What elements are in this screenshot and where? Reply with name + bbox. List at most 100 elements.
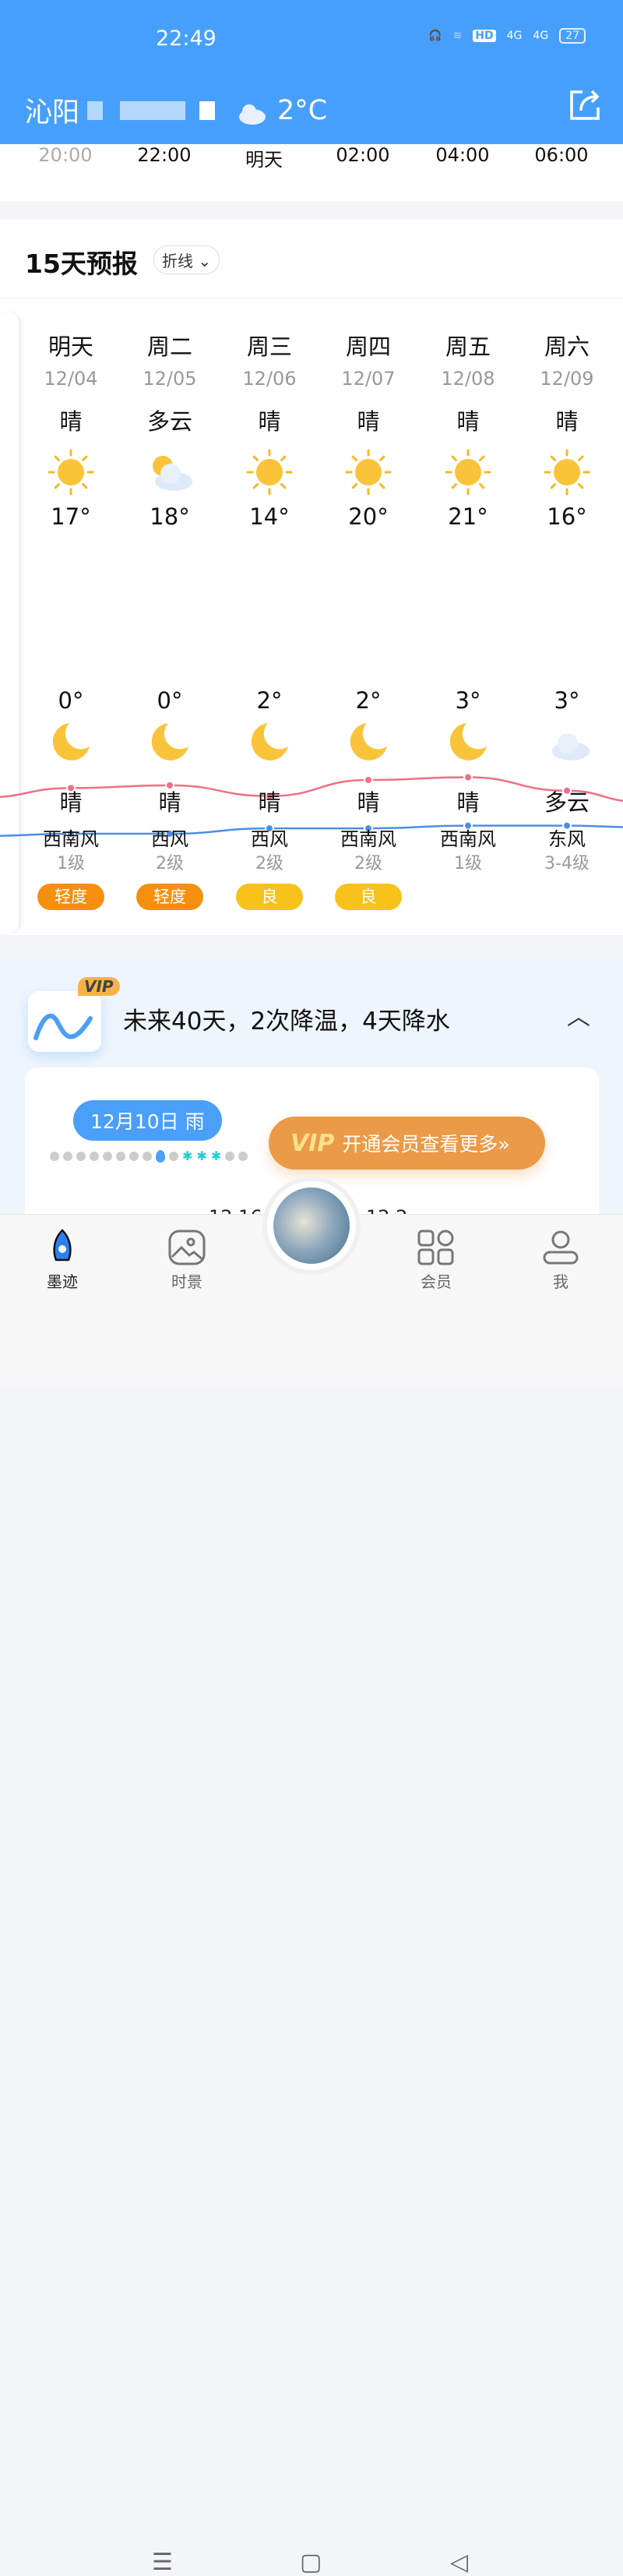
status-time: 22:49 bbox=[156, 26, 216, 51]
wind-direction: 西风 bbox=[151, 828, 188, 850]
aqi-badge: 良 bbox=[335, 884, 402, 910]
redacted bbox=[87, 101, 104, 120]
sun-icon bbox=[22, 441, 120, 503]
wind-direction: 西南风 bbox=[43, 828, 99, 850]
day-dot bbox=[116, 1151, 125, 1161]
low-temp: 0° bbox=[157, 687, 183, 714]
day-dot bbox=[76, 1151, 86, 1161]
day-column[interactable]: 明天 12/04 晴 17° 0° 晴 西南风 1级 轻度 bbox=[22, 329, 120, 910]
night-weather: 晴 bbox=[258, 789, 281, 816]
wind-level: 2级 bbox=[255, 854, 283, 873]
aqi-badge: 良 bbox=[236, 884, 303, 910]
chevron-down-icon: ⌄ bbox=[198, 252, 212, 270]
low-temp-point bbox=[165, 829, 174, 838]
sun-icon bbox=[518, 441, 616, 503]
open-vip-button[interactable]: VIP 开通会员查看更多» bbox=[269, 1117, 545, 1170]
nav-scenes[interactable]: 时景 bbox=[148, 1229, 226, 1292]
wind-level: 3-4级 bbox=[544, 854, 590, 873]
night-weather: 晴 bbox=[456, 789, 480, 816]
low-temp: 3° bbox=[455, 687, 481, 714]
previous-day-column bbox=[0, 313, 20, 933]
low-temp-point bbox=[66, 829, 76, 838]
image-icon bbox=[168, 1230, 206, 1265]
nav-member[interactable]: 会员 bbox=[397, 1229, 475, 1292]
day-dot bbox=[90, 1151, 99, 1161]
high-temp: 20° bbox=[348, 503, 389, 530]
low-temp-point bbox=[463, 820, 473, 831]
nav-moji[interactable]: 墨迹 bbox=[23, 1229, 101, 1292]
home-icon[interactable]: ▢ bbox=[300, 2549, 322, 2576]
day-dot bbox=[63, 1151, 72, 1161]
high-temp-point bbox=[66, 783, 76, 793]
wind-direction: 西南风 bbox=[440, 828, 496, 850]
night-weather: 晴 bbox=[59, 789, 83, 816]
wind-level: 2级 bbox=[156, 854, 184, 873]
day-name: 周三 bbox=[246, 333, 292, 360]
low-temp: 3° bbox=[554, 687, 580, 714]
day-dot bbox=[129, 1151, 139, 1161]
day-date: 12/06 bbox=[242, 368, 297, 390]
mode-label: 折线 bbox=[162, 252, 193, 270]
hour-label: 02:00 bbox=[336, 144, 390, 166]
day-dot bbox=[225, 1151, 235, 1161]
snow-icon: ✱ bbox=[182, 1149, 193, 1163]
day-date: 12/05 bbox=[143, 368, 197, 390]
aqi-badge: 轻度 bbox=[136, 884, 203, 910]
location[interactable]: 沁阳 2°C bbox=[25, 90, 327, 130]
high-temp: 14° bbox=[249, 503, 290, 530]
sun-icon bbox=[419, 441, 517, 503]
high-temp-point bbox=[562, 785, 572, 796]
day-dot bbox=[143, 1151, 152, 1161]
redacted bbox=[199, 101, 216, 120]
moon-icon bbox=[319, 718, 417, 765]
day-weather: 晴 bbox=[258, 408, 281, 435]
chevron-up-icon[interactable]: ︿ bbox=[567, 1004, 590, 1031]
day-column[interactable]: 周二 12/05 多云 18° 0° 晴 西风 2级 轻度 bbox=[121, 329, 219, 910]
wind-level: 1级 bbox=[57, 854, 85, 873]
day-weather: 多云 bbox=[146, 408, 192, 435]
forecast-title: 15天预报 bbox=[25, 249, 138, 279]
day-name: 明天 bbox=[48, 333, 93, 360]
wifi-icon: ≋ bbox=[452, 30, 463, 42]
high-temp: 17° bbox=[51, 503, 91, 530]
day-name: 周六 bbox=[544, 333, 590, 360]
back-icon[interactable]: ◁ bbox=[450, 2549, 469, 2576]
day-weather: 晴 bbox=[59, 408, 83, 435]
day-column[interactable]: 周五 12/08 晴 21° 3° 晴 西南风 1级 bbox=[419, 329, 517, 873]
night-weather: 晴 bbox=[357, 789, 380, 816]
nav-me[interactable]: 我 bbox=[522, 1229, 600, 1292]
weather-globe-button[interactable] bbox=[267, 1181, 356, 1270]
share-icon[interactable] bbox=[568, 87, 601, 122]
cloud-sun-icon bbox=[121, 441, 219, 503]
day-dot bbox=[238, 1151, 248, 1161]
low-temp-line bbox=[0, 824, 623, 838]
signal-icon: 4G bbox=[533, 30, 549, 42]
day-date: 12/08 bbox=[441, 368, 495, 390]
day-name: 周二 bbox=[146, 333, 192, 360]
long-range-summary[interactable]: 未来40天，2次降温，4天降水 bbox=[123, 1007, 450, 1036]
day-column[interactable]: 周三 12/06 晴 14° 2° 晴 西风 2级良 bbox=[220, 329, 319, 910]
city-name: 沁阳 bbox=[25, 97, 80, 129]
chart-mode-dropdown[interactable]: 折线 ⌄ bbox=[153, 245, 220, 274]
aqi-badge: 轻度 bbox=[37, 884, 104, 910]
low-temp-point bbox=[265, 824, 274, 834]
snow-icon: ✱ bbox=[196, 1149, 207, 1163]
temperature-chart bbox=[0, 772, 623, 838]
hour-label: 20:00 bbox=[38, 144, 93, 166]
vip-logo: VIP bbox=[290, 1129, 335, 1157]
date-pill: 12月10日 雨 bbox=[73, 1100, 222, 1141]
day-column[interactable]: 周六 12/09 晴 16° 3° 多云 东风 3-4级 bbox=[518, 329, 616, 873]
vip-button-label: 开通会员查看更多» bbox=[342, 1133, 510, 1156]
high-temp: 18° bbox=[150, 503, 190, 530]
wind-direction: 东风 bbox=[548, 828, 586, 850]
moon-icon bbox=[121, 718, 219, 765]
day-date: 12/07 bbox=[341, 368, 396, 390]
day-column[interactable]: 周四 12/07 晴 20° 2° 晴 西南风 2级良 bbox=[319, 329, 417, 910]
nav-label: 会员 bbox=[421, 1272, 452, 1291]
status-icons: 🎧 ≋ HD 4G 4G 27 bbox=[428, 28, 586, 44]
snow-icon: ✱ bbox=[210, 1149, 222, 1163]
low-temp-point bbox=[364, 824, 373, 834]
cloud-moon-icon bbox=[239, 97, 266, 125]
menu-icon[interactable]: ☰ bbox=[152, 2549, 173, 2576]
user-icon bbox=[543, 1230, 579, 1265]
